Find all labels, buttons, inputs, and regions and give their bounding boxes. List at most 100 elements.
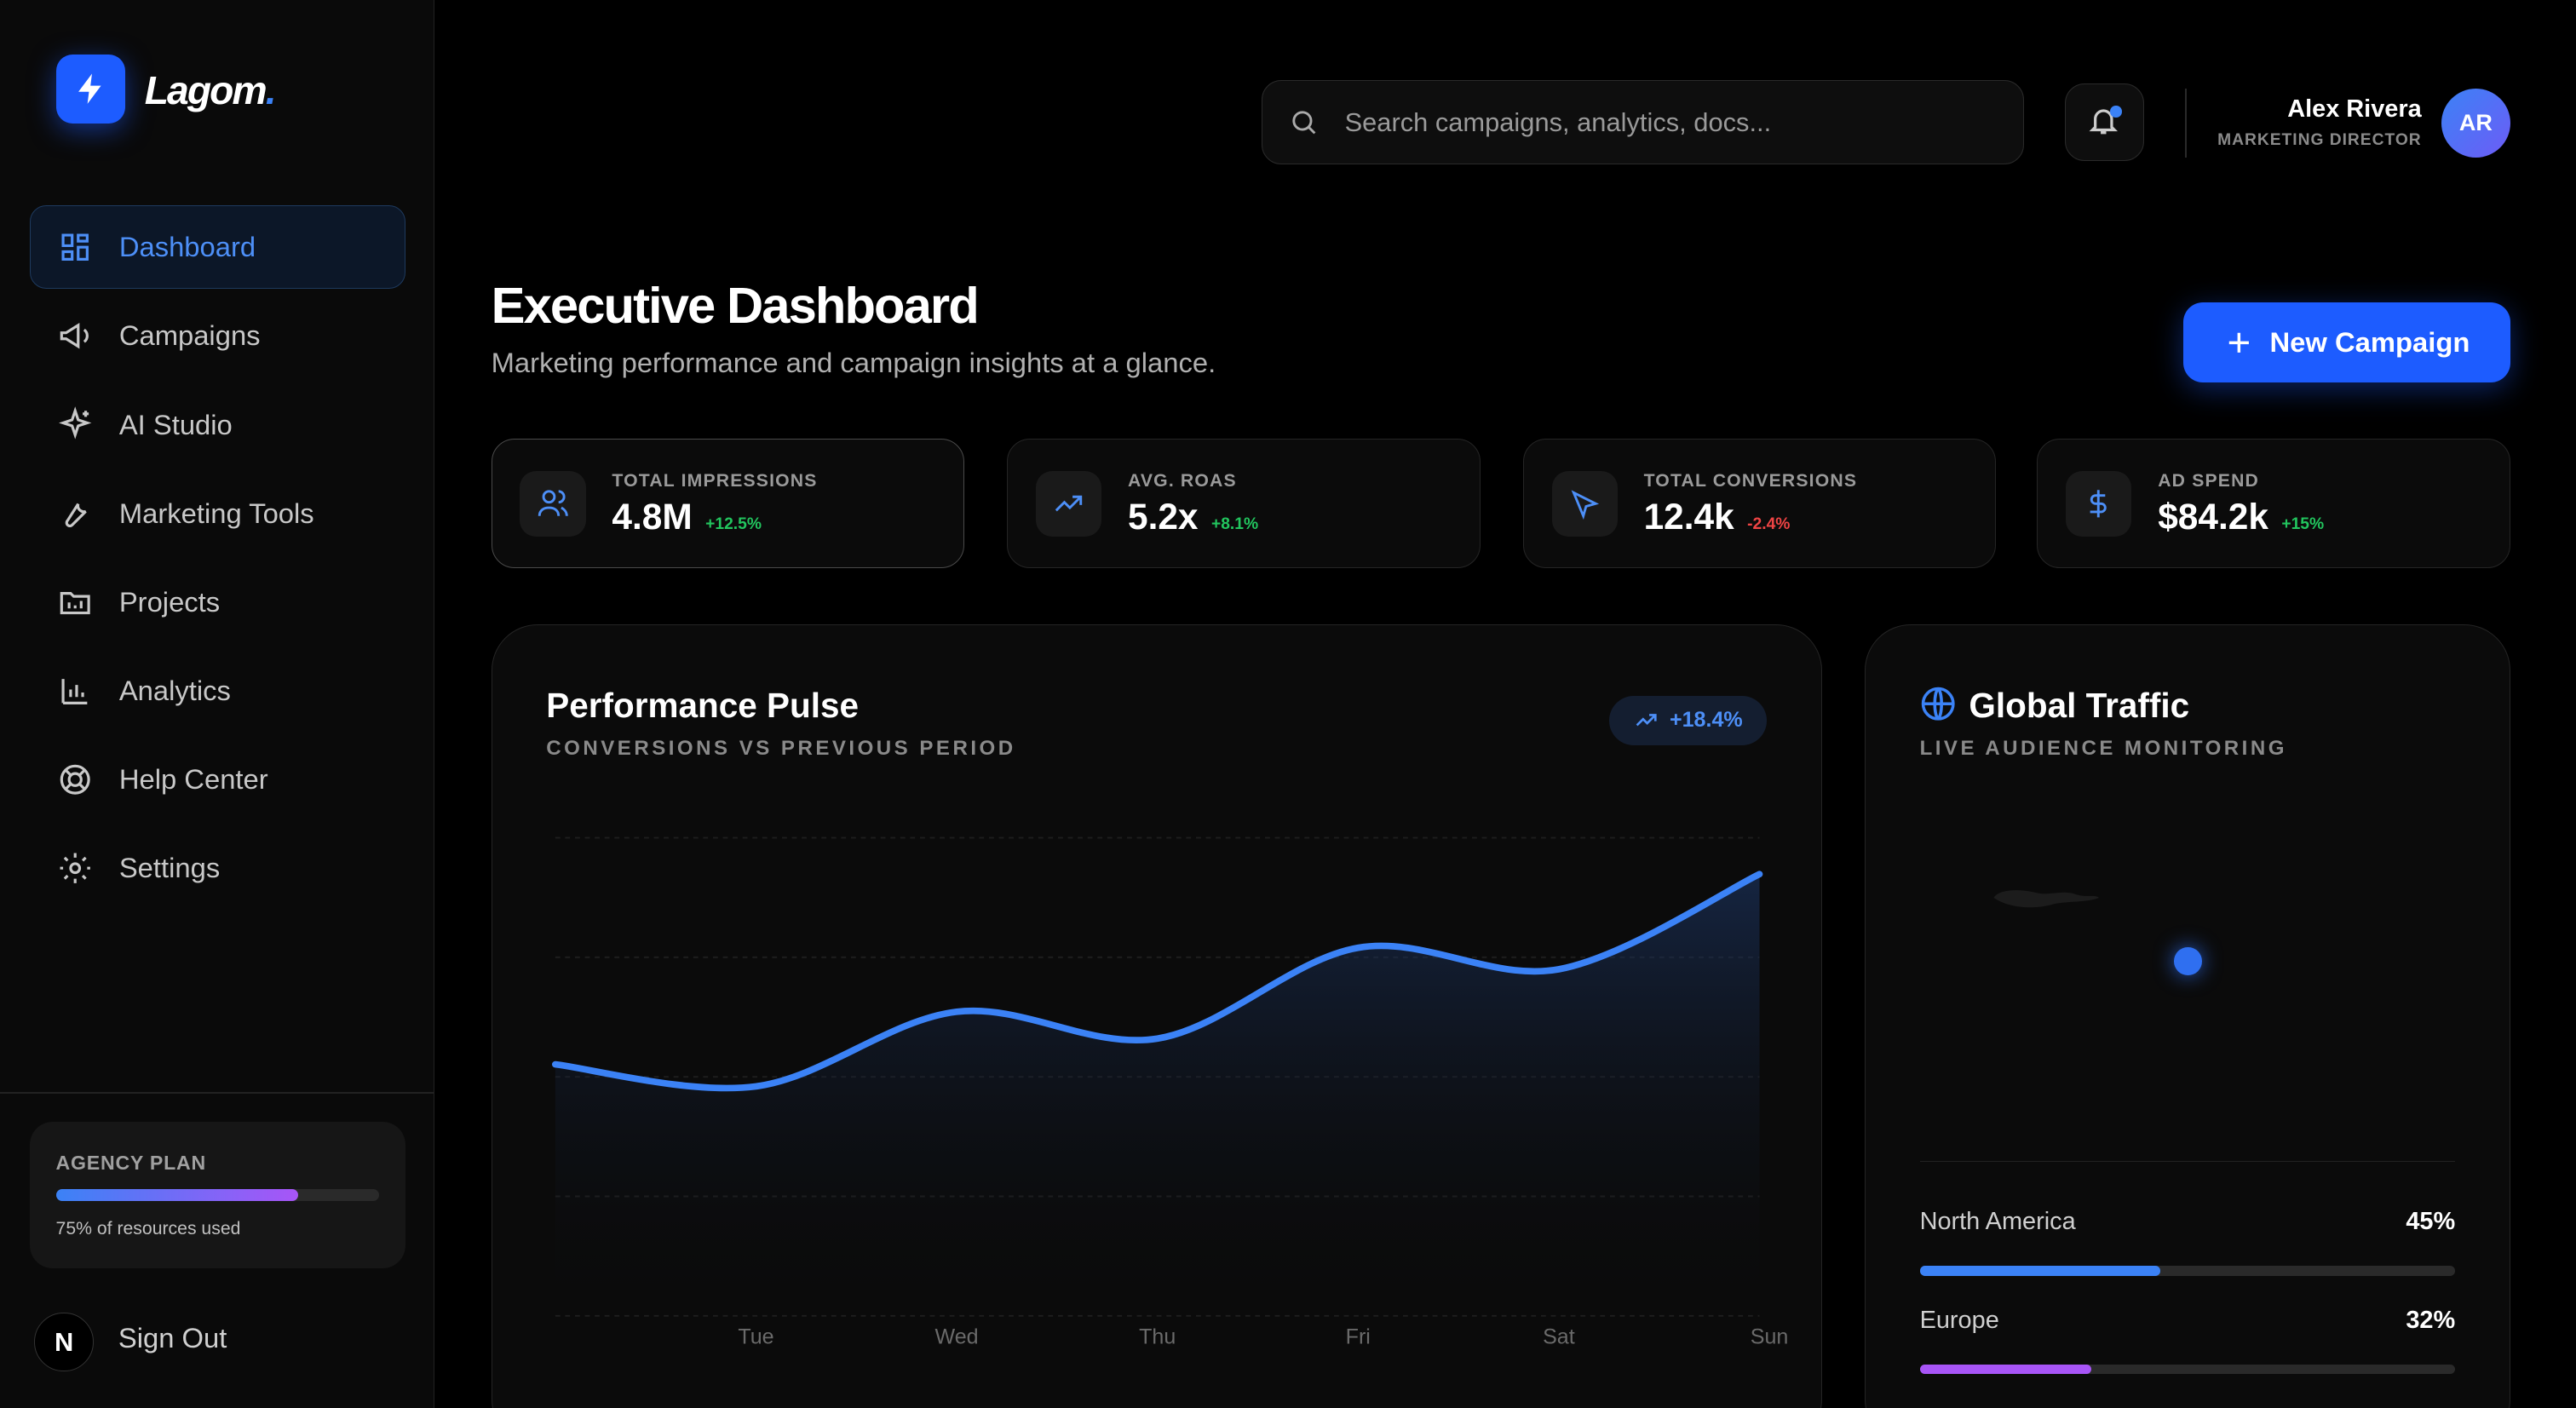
badge-text: +18.4%: [1669, 708, 1743, 733]
icon-path: [60, 591, 90, 614]
region-name: North America: [1919, 1208, 2076, 1236]
stat-label: TOTAL IMPRESSIONS: [612, 470, 818, 491]
nav-label: Help Center: [118, 763, 268, 796]
nav-label: Projects: [118, 585, 221, 618]
icon-path: [61, 678, 87, 704]
stat-icon-box: [520, 470, 586, 537]
plan-card: AGENCY PLAN 75% of resources used: [29, 1122, 406, 1268]
brand-name: Lagom: [144, 68, 267, 113]
stat-change: +12.5%: [705, 515, 762, 534]
stat-change: +8.1%: [1210, 515, 1259, 534]
map-fragment: [1993, 890, 2099, 908]
stat-icon-box: [1035, 470, 1102, 537]
stat-icon-box: [1551, 470, 1618, 537]
region-track: [1919, 1364, 2456, 1375]
stat-label: AD SPEND: [2158, 470, 2260, 491]
stat-row: 5.2x +8.1%: [1128, 497, 1258, 537]
nav-label: Settings: [118, 852, 221, 884]
brand: Lagom.: [144, 67, 277, 113]
stat-value: $84.2k: [2158, 497, 2268, 537]
x-tick-label: Fri: [1346, 1325, 1371, 1349]
nav-item[interactable]: Analytics: [30, 649, 406, 733]
nav-item[interactable]: Projects: [30, 560, 406, 644]
region-name: Europe: [1919, 1307, 1999, 1335]
nav-icon: [60, 853, 90, 883]
stat-row: $84.2k +15%: [2158, 497, 2324, 537]
nav-label: AI Studio: [118, 408, 233, 440]
nav-item[interactable]: Campaigns: [30, 294, 406, 377]
area: [555, 874, 1760, 1316]
nav-label: Campaigns: [118, 319, 261, 352]
search-box[interactable]: Search campaigns, analytics, docs...: [1262, 80, 2024, 164]
icon-path: [1055, 495, 1083, 512]
x-tick-label: Sun: [1751, 1325, 1789, 1349]
notifications[interactable]: [2065, 83, 2144, 161]
nav-icon: [60, 591, 90, 614]
stat-icon: [2090, 490, 2107, 518]
region-value: 45%: [2406, 1208, 2456, 1236]
region-track: [1919, 1265, 2456, 1276]
stat-row: 4.8M +12.5%: [612, 497, 762, 537]
x-tick-label: Thu: [1139, 1325, 1176, 1349]
search-placeholder: Search campaigns, analytics, docs...: [1344, 107, 1772, 138]
divider: [0, 1092, 434, 1095]
trend-icon: [1636, 714, 1657, 727]
traffic-title: Global Traffic: [1969, 686, 2190, 726]
icon-path: [60, 323, 89, 349]
divider: [2184, 89, 2187, 158]
line: [551, 871, 1763, 1092]
x-tick-label: Sat: [1543, 1325, 1575, 1349]
nav-item[interactable]: Dashboard: [29, 205, 406, 290]
divider: [1919, 1160, 2456, 1163]
traffic-subtitle: LIVE AUDIENCE MONITORING: [1919, 736, 2287, 760]
traffic-card: Global Traffic LIVE AUDIENCE MONITORING …: [1864, 624, 2510, 1408]
stat-card: TOTAL IMPRESSIONS 4.8M +12.5%: [491, 438, 965, 569]
nav-item[interactable]: Marketing Tools: [30, 471, 406, 555]
search-icon: [1292, 111, 1316, 135]
stat-label: TOTAL CONVERSIONS: [1643, 470, 1858, 491]
globe-icon: [1921, 687, 1955, 721]
plan-label: AGENCY PLAN: [55, 1151, 206, 1174]
nav-icon: [61, 678, 87, 704]
user-role: MARKETING DIRECTOR: [2217, 131, 2422, 150]
icon-path: [2090, 490, 2107, 518]
stat-card: AD SPEND $84.2k +15%: [2037, 438, 2510, 569]
traffic-dot: [2174, 946, 2203, 975]
new-campaign-button[interactable]: New Campaign: [2183, 302, 2510, 383]
icon-path: [1571, 490, 1599, 520]
sidebar: Lagom. Dashboard Campaigns AI Studio Market…: [0, 0, 435, 1408]
plan-fill: [55, 1189, 299, 1201]
nav-item[interactable]: Settings: [30, 826, 406, 910]
stat-row: 12.4k -2.4%: [1644, 497, 1791, 537]
nav-icon: [58, 406, 91, 440]
region-bar: [1919, 1265, 2161, 1276]
icon-path: [58, 406, 91, 440]
plus-icon: [2228, 332, 2249, 353]
stat-icon-box: [2066, 470, 2132, 537]
user-name: Alex Rivera: [2287, 95, 2422, 123]
nav-icon: [65, 503, 87, 528]
region-value: 32%: [2406, 1307, 2456, 1335]
logo[interactable]: [55, 54, 125, 124]
page-title: Executive Dashboard: [491, 276, 980, 334]
sign-out-icon: N: [34, 1312, 94, 1372]
icon-path: [60, 853, 90, 883]
stat-change: -2.4%: [1747, 515, 1791, 534]
icon-path: [538, 490, 568, 516]
nav-item[interactable]: Help Center: [30, 738, 406, 821]
nav-icon: [60, 323, 89, 349]
icon-path: [65, 503, 87, 528]
chart-title: Performance Pulse: [546, 686, 860, 726]
nav-label: Dashboard: [118, 231, 256, 263]
sign-out[interactable]: Sign Out: [118, 1322, 227, 1354]
avatar[interactable]: AR: [2441, 89, 2510, 158]
nav-item[interactable]: AI Studio: [30, 382, 406, 466]
page-subtitle: Marketing performance and campaign insig…: [491, 346, 1216, 378]
stat-value: 4.8M: [612, 497, 693, 537]
stat-value: 12.4k: [1643, 497, 1734, 537]
stat-card: AVG. ROAS 5.2x +8.1%: [1007, 438, 1481, 569]
stat-label: AVG. ROAS: [1127, 470, 1237, 491]
